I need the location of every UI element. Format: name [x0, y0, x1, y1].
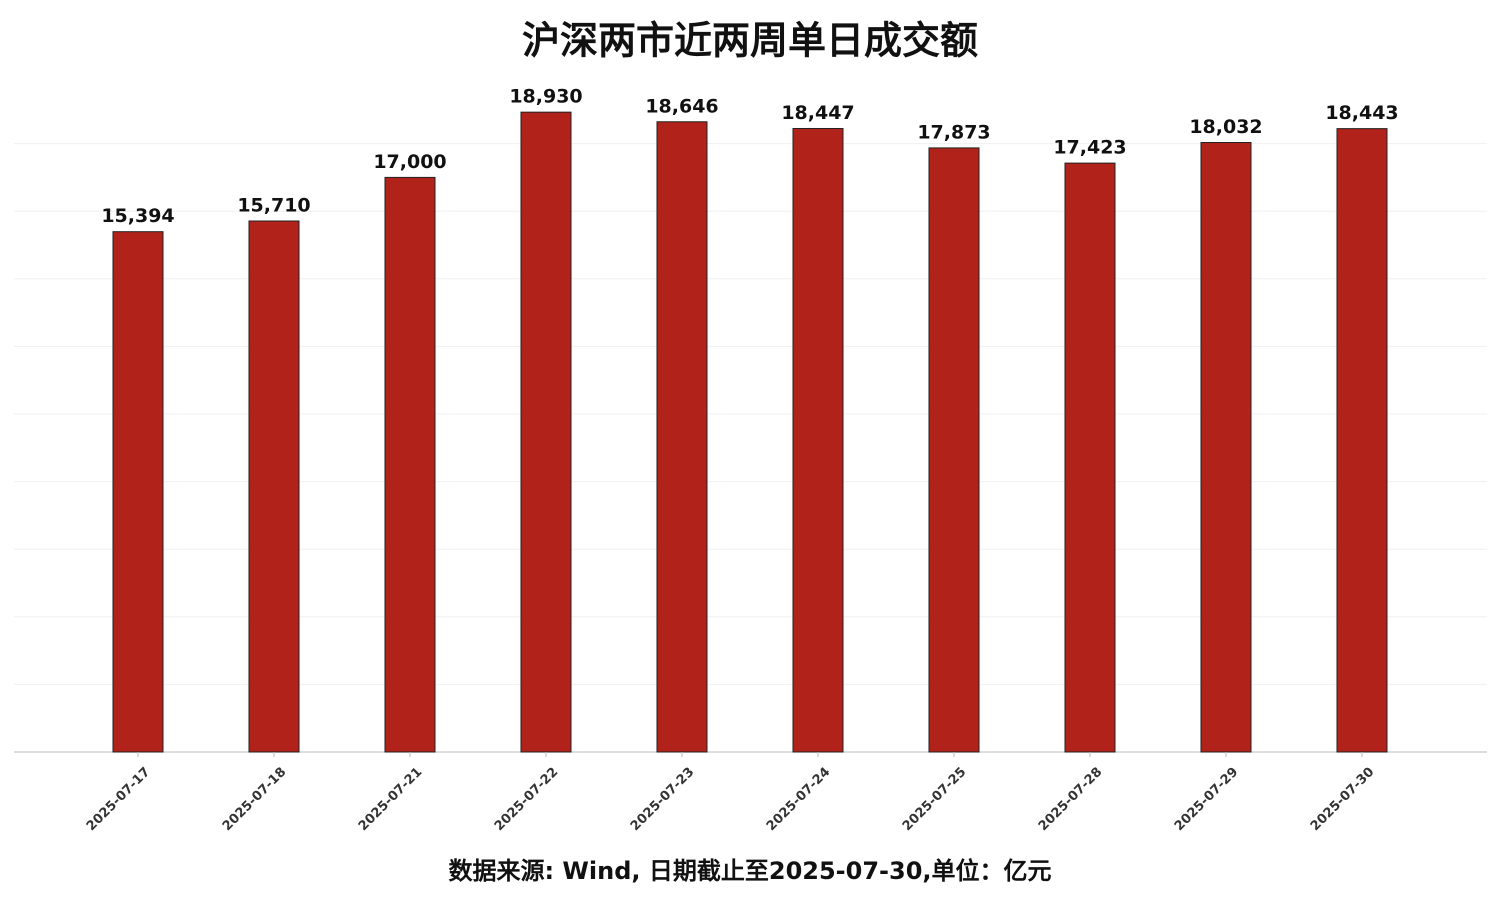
value-label: 18,443 [1325, 102, 1398, 124]
bar [928, 147, 980, 753]
x-tick-label: 2025-07-18 [220, 765, 289, 834]
bar [1064, 162, 1116, 753]
bar [384, 176, 436, 753]
value-label: 18,930 [509, 86, 582, 108]
value-label: 18,447 [781, 102, 854, 124]
value-label: 18,646 [645, 95, 718, 117]
x-tick-label: 2025-07-29 [1172, 765, 1241, 834]
chart-title: 沪深两市近两周单日成交额 [522, 19, 978, 63]
bar [1200, 142, 1252, 753]
x-tick-label: 2025-07-25 [900, 765, 969, 834]
value-label: 15,394 [101, 205, 174, 227]
bar [656, 121, 708, 753]
bar [248, 220, 300, 753]
bar [112, 231, 164, 753]
x-tick-label: 2025-07-17 [84, 765, 153, 834]
value-label: 17,000 [373, 151, 446, 173]
bar [520, 111, 572, 753]
x-tick-label: 2025-07-24 [764, 765, 833, 834]
x-tick-label: 2025-07-21 [356, 765, 425, 834]
footnote: 数据来源: Wind, 日期截止至2025-07-30,单位：亿元 [448, 857, 1051, 885]
value-label: 18,032 [1189, 116, 1262, 138]
bar [1336, 128, 1388, 753]
x-tick-label: 2025-07-22 [492, 765, 561, 834]
value-label: 15,710 [237, 195, 310, 217]
value-label: 17,423 [1053, 137, 1126, 159]
x-tick-label: 2025-07-30 [1308, 765, 1377, 834]
x-tick-label: 2025-07-28 [1036, 765, 1105, 834]
bar [792, 127, 844, 753]
x-tick-label: 2025-07-23 [628, 765, 697, 834]
value-label: 17,873 [917, 121, 990, 143]
